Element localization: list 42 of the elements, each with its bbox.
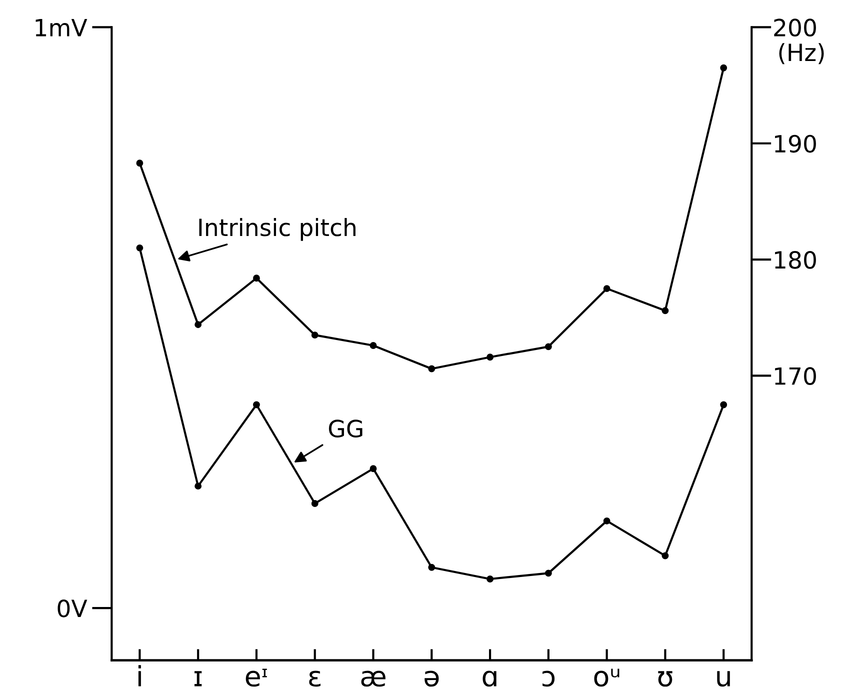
y2-tick-label: 180	[775, 250, 816, 269]
point	[662, 307, 669, 314]
point	[428, 365, 436, 372]
point	[544, 343, 552, 350]
y2-axis-title: (Hz)	[779, 43, 824, 64]
point	[486, 576, 494, 582]
x-tick-label: oᵘ	[594, 668, 620, 687]
point	[603, 285, 610, 292]
y2-tick-label: 200	[774, 18, 816, 37]
x-tick-label: ə	[424, 670, 439, 687]
point	[311, 500, 318, 507]
y-tick-label: 0V	[58, 599, 88, 618]
point	[136, 160, 144, 167]
point	[194, 482, 202, 490]
y2-tick-label: 170	[775, 367, 816, 386]
x-tick-label: u	[717, 670, 730, 687]
point	[370, 342, 377, 349]
x-tick-label: eᶦ	[246, 668, 267, 687]
x-tick-label: ɑ	[482, 670, 496, 687]
point	[603, 517, 610, 524]
series-label: Intrinsic pitch	[199, 218, 356, 241]
point	[720, 401, 728, 408]
point	[662, 552, 669, 560]
x-tick-label: i	[138, 665, 141, 686]
point	[253, 401, 260, 408]
point	[720, 64, 728, 72]
point	[428, 564, 436, 571]
y2-tick-label: 190	[775, 134, 816, 153]
x-tick-label: ɔ	[542, 670, 555, 687]
point	[311, 332, 318, 339]
x-tick-label: ʊ	[658, 671, 672, 687]
x-tick-label: ɪ	[194, 671, 202, 686]
point	[486, 354, 494, 361]
point	[136, 244, 144, 252]
x-tick-label: ɛ	[309, 670, 320, 687]
point	[253, 274, 260, 282]
point	[194, 321, 202, 328]
series-label: GG	[328, 420, 362, 438]
point	[370, 465, 377, 472]
x-tick-label: æ	[361, 670, 386, 687]
point	[544, 570, 552, 577]
y-tick-label: 1mV	[36, 18, 88, 36]
